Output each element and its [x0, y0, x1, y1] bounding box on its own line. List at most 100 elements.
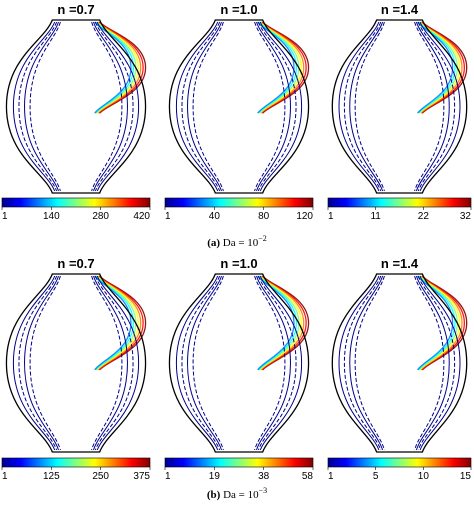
contour-line — [261, 275, 307, 371]
channel-outline — [5, 19, 147, 194]
streamline — [256, 275, 291, 451]
streamline — [29, 21, 61, 192]
contour-line — [417, 275, 454, 371]
streamline — [417, 21, 456, 192]
panel-title: n =0.7 — [57, 2, 94, 17]
row-caption: (a) Da = 10−2 — [207, 234, 267, 249]
colorbar-tick-label: 1 — [328, 211, 334, 222]
streamline — [254, 21, 286, 192]
contour-line — [259, 275, 302, 371]
panel: n =1.41 11 22 32 — [327, 2, 472, 222]
caption-label: (b) — [207, 489, 223, 501]
panel: n =1.41 5 10 15 — [327, 256, 472, 482]
streamline — [259, 21, 303, 192]
colorbar-tick-label: 80 — [258, 211, 270, 222]
streamline — [192, 21, 224, 192]
streamline — [192, 275, 224, 451]
contour-line — [99, 21, 147, 114]
streamline — [419, 275, 461, 451]
colorbar-tick-label: 125 — [43, 471, 60, 482]
panel: n =1.0 1 19 38 58 — [164, 256, 314, 482]
streamline — [94, 275, 134, 451]
streamline — [91, 275, 123, 451]
colorbar-tick-label: 5 — [373, 471, 379, 482]
streamline — [343, 21, 382, 192]
streamline — [93, 21, 128, 192]
panel-title: n =1.0 — [220, 2, 257, 17]
contour-line — [262, 21, 310, 114]
contour-line — [260, 275, 305, 371]
streamline — [354, 21, 385, 192]
streamline — [338, 21, 380, 192]
channel-outline — [331, 19, 468, 194]
contour-line — [421, 21, 466, 114]
contour-line — [420, 275, 463, 371]
colorbar-tick-label: 1 — [328, 471, 334, 482]
streamline — [254, 275, 286, 451]
streamline — [24, 21, 59, 192]
streamline — [24, 275, 59, 451]
channel-outline — [168, 19, 310, 194]
streamline — [349, 275, 384, 451]
row-caption: (b) Da = 10−3 — [207, 486, 267, 501]
streamline — [181, 21, 221, 192]
streamline — [91, 21, 123, 192]
streamline — [29, 275, 61, 451]
colorbar — [1, 197, 151, 208]
contour-line — [97, 21, 142, 114]
colorbar — [164, 197, 314, 208]
panel-title: n =0.7 — [57, 256, 94, 271]
channel-outline — [331, 273, 468, 453]
streamline — [93, 275, 128, 451]
colorbar-tick-label: 375 — [133, 471, 150, 482]
colorbar — [164, 457, 314, 468]
panel: n =0.7 1 140 280 420 — [1, 2, 151, 222]
contour-line — [419, 275, 461, 371]
contour-line — [97, 275, 142, 371]
streamline — [414, 275, 445, 451]
panel-title: n =1.0 — [220, 256, 257, 271]
colorbar-tick-label: 58 — [302, 471, 314, 482]
contour-line — [262, 275, 310, 371]
streamline — [419, 21, 461, 192]
caption-exponent: −3 — [259, 486, 268, 495]
colorbar-tick-label: 11 — [370, 211, 381, 222]
caption-text: Da = 10 — [223, 489, 259, 501]
streamline — [18, 275, 58, 451]
streamline — [415, 21, 450, 192]
streamline — [417, 275, 456, 451]
colorbar-tick-label: 10 — [418, 471, 430, 482]
contour-line — [257, 21, 295, 114]
colorbar-tick-label: 1 — [2, 471, 8, 482]
contour-line — [421, 275, 468, 371]
streamline — [257, 21, 297, 192]
contour-line — [260, 21, 305, 114]
colorbar — [327, 457, 472, 468]
streamline — [12, 275, 56, 451]
streamline — [96, 21, 140, 192]
colorbar-tick-label: 1 — [165, 211, 171, 222]
contour-line — [259, 21, 302, 114]
contour-line — [98, 21, 144, 114]
colorbar-tick-label: 140 — [43, 211, 60, 222]
streamline — [349, 21, 384, 192]
streamline — [415, 275, 450, 451]
streamline — [94, 21, 134, 192]
streamline — [338, 275, 380, 451]
streamline — [187, 21, 222, 192]
streamline — [187, 275, 222, 451]
channel-outline — [5, 273, 147, 453]
colorbar-tick-label: 22 — [418, 211, 430, 222]
streamline — [175, 21, 219, 192]
colorbar — [327, 197, 472, 208]
colorbar-tick-label: 280 — [92, 211, 109, 222]
contour-line — [94, 21, 132, 114]
panel-title: n =1.4 — [381, 2, 419, 17]
contour-line — [421, 275, 466, 371]
colorbar-tick-label: 40 — [209, 211, 221, 222]
channel-outline — [168, 273, 310, 453]
streamline — [175, 275, 219, 451]
caption-text: Da = 10 — [223, 237, 259, 249]
